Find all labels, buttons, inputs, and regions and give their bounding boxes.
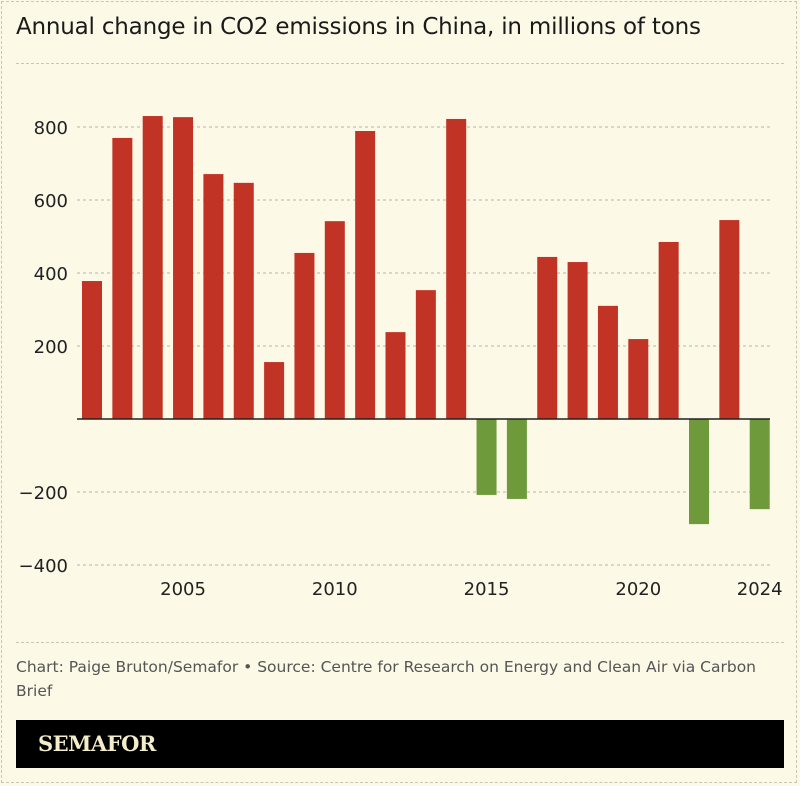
bar-2022	[689, 419, 709, 525]
bar-2019	[597, 305, 618, 419]
bar-2011	[355, 131, 376, 419]
y-tick-label: 400	[34, 264, 68, 285]
bar-2020	[628, 339, 649, 419]
bar-2006	[203, 174, 224, 419]
bar-2008	[264, 362, 285, 419]
x-tick-label: 2024	[737, 579, 783, 600]
bar-2018	[567, 262, 588, 419]
semafor-logo: SEMAFOR	[16, 720, 784, 768]
y-tick-label: 200	[34, 337, 68, 358]
bar-2021	[658, 241, 679, 419]
x-tick-label: 2020	[615, 579, 661, 600]
y-tick-label: −400	[19, 556, 68, 577]
bar-2003	[112, 137, 133, 419]
bar-2024	[749, 419, 770, 510]
bar-2016	[506, 419, 527, 499]
bar-2005	[173, 117, 194, 420]
bar-2004	[142, 116, 163, 420]
source-note: Chart: Paige Bruton/Semafor • Source: Ce…	[16, 658, 757, 700]
bar-2023	[719, 220, 740, 419]
x-tick-label: 2005	[160, 579, 206, 600]
divider	[16, 63, 784, 64]
bar-2017	[537, 256, 558, 419]
bar-2015	[476, 419, 497, 495]
bar-2012	[385, 332, 406, 419]
bar-2007	[233, 182, 254, 419]
logo-text: SEMAFOR	[38, 731, 156, 756]
chart-title: Annual change in CO2 emissions in China,…	[16, 14, 701, 40]
bar-2013	[415, 290, 436, 419]
x-tick-label: 2010	[312, 579, 358, 600]
bar-chart: −400 −200 200 400 600 800 2005 2010 2015 2020 2024	[19, 116, 783, 600]
y-tick-label: 800	[34, 118, 68, 139]
y-tick-label: 600	[34, 191, 68, 212]
x-tick-label: 2015	[464, 579, 510, 600]
divider	[16, 642, 784, 643]
bar-2009	[294, 252, 315, 419]
bar-2010	[324, 221, 345, 419]
bar-2014	[446, 118, 467, 419]
bar-2002	[82, 281, 102, 419]
y-tick-label: −200	[19, 483, 68, 504]
